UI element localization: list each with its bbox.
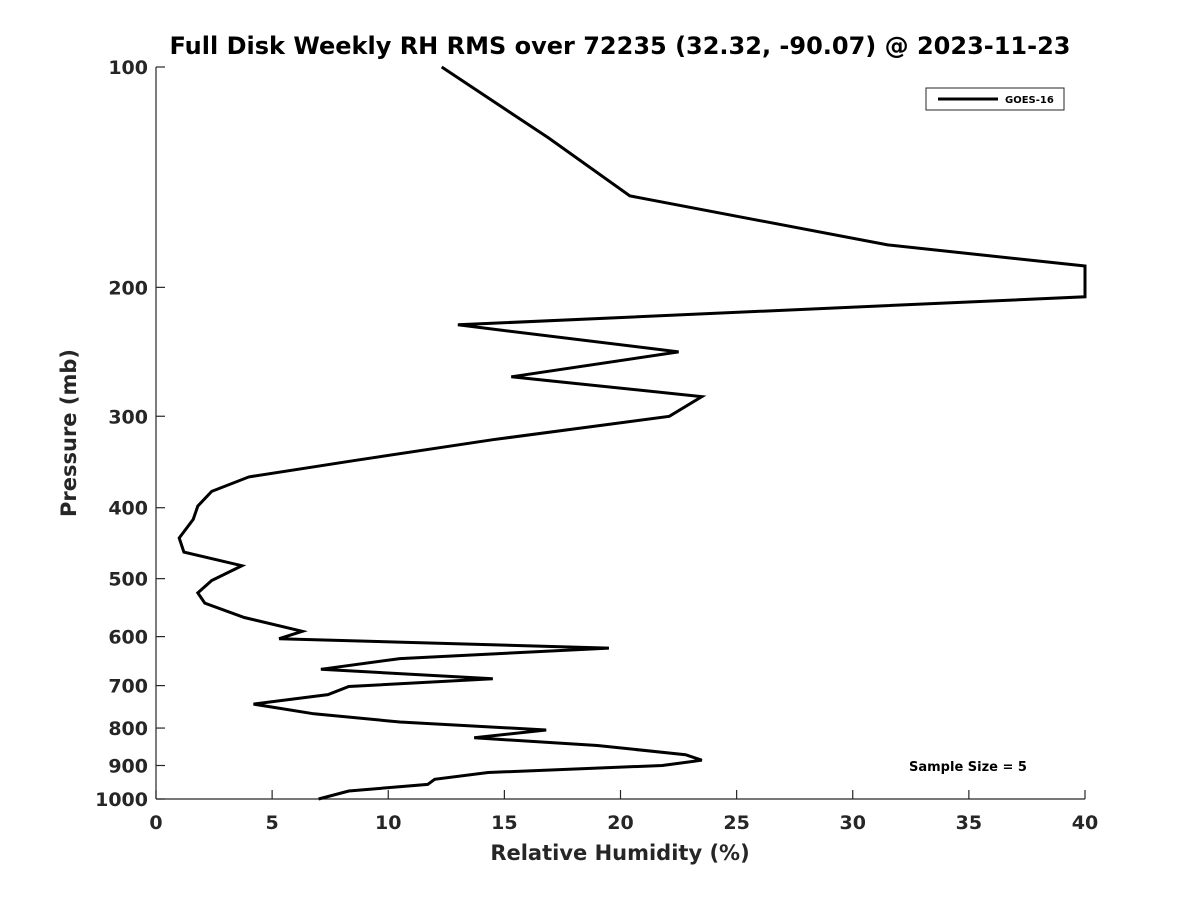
- x-axis-label: Relative Humidity (%): [490, 841, 749, 865]
- x-tick-label: 10: [375, 812, 401, 834]
- series-line-0: [177, 65, 1087, 801]
- x-tick-label: 30: [840, 812, 866, 834]
- legend-entry-label: GOES-16: [1005, 95, 1054, 106]
- y-axis-label: Pressure (mb): [57, 349, 81, 517]
- legend: GOES-16: [925, 87, 1065, 111]
- axes: 0 5 10 15 20 25 30 35 40 100 200 300 400 500 600 700 800…: [95, 57, 1098, 834]
- y-tick-label: 1000: [95, 789, 148, 811]
- x-tick-label: 35: [956, 812, 982, 834]
- y-tick-label: 700: [108, 676, 148, 698]
- chart-title: Full Disk Weekly RH RMS over 72235 (32.3…: [169, 32, 1070, 60]
- x-tick-label: 0: [149, 812, 162, 834]
- x-tick-label: 5: [266, 812, 279, 834]
- y-tick-label: 800: [108, 718, 148, 740]
- y-tick-label: 200: [108, 277, 148, 299]
- y-tick-label: 100: [108, 57, 148, 79]
- plot-area: [177, 65, 1087, 801]
- x-tick-label: 20: [607, 812, 633, 834]
- y-tick-label: 400: [108, 498, 148, 520]
- y-tick-label: 600: [108, 627, 148, 649]
- sample-size-annotation: Sample Size = 5: [909, 760, 1027, 775]
- y-tick-label: 300: [108, 406, 148, 428]
- y-tick-label: 900: [108, 756, 148, 778]
- y-tick-label: 500: [108, 569, 148, 591]
- x-tick-label: 15: [491, 812, 517, 834]
- x-tick-label: 40: [1072, 812, 1098, 834]
- x-tick-label: 25: [723, 812, 749, 834]
